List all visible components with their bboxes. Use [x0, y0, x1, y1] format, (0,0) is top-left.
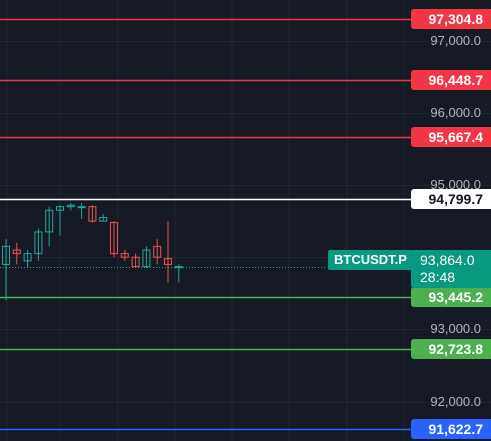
candle-body	[120, 253, 129, 258]
horizontal-line-price-tag: 91,622.7	[411, 418, 491, 439]
price-axis-tick: 95,000.0	[430, 177, 481, 192]
candle-body	[77, 206, 86, 209]
candle-body	[174, 266, 183, 269]
horizontal-lines	[0, 18, 491, 431]
candle-body	[131, 256, 140, 268]
horizontal-line-price-tag: 94,799.7	[411, 189, 491, 210]
candle-body	[153, 245, 162, 258]
candle-body	[56, 206, 64, 211]
candle-body	[142, 249, 151, 268]
horizontal-line-price-tag: 93,445.2	[411, 287, 491, 308]
candle-body	[34, 231, 43, 255]
horizontal-line-price-tag: 97,304.8	[411, 8, 491, 29]
candles	[2, 203, 183, 301]
candle-body	[99, 217, 108, 222]
last-price-tag: 93,864.0 28:48	[411, 250, 491, 288]
candle-body	[12, 249, 21, 255]
last-price-value: 93,864.0	[420, 252, 475, 268]
candle-body	[23, 253, 32, 262]
horizontal-line-price-tag: 92,723.8	[411, 339, 491, 360]
price-axis-tick: 93,000.0	[430, 321, 481, 337]
price-axis-tick: 92,000.0	[430, 393, 481, 409]
candle-body	[110, 222, 118, 255]
price-axis-tick: 96,000.0	[430, 104, 481, 120]
horizontal-line-price-tag: 96,448.7	[411, 70, 491, 91]
candle-countdown: 28:48	[420, 269, 456, 285]
candle-body	[2, 245, 10, 265]
symbol-label: BTCUSDT.P	[328, 250, 413, 270]
candle-body	[88, 206, 97, 222]
candle-body	[164, 258, 172, 265]
candle-body	[45, 209, 54, 233]
candle-body	[66, 204, 75, 208]
price-axis-tick: 97,000.0	[430, 32, 481, 48]
horizontal-line-price-tag: 95,667.4	[411, 126, 491, 147]
